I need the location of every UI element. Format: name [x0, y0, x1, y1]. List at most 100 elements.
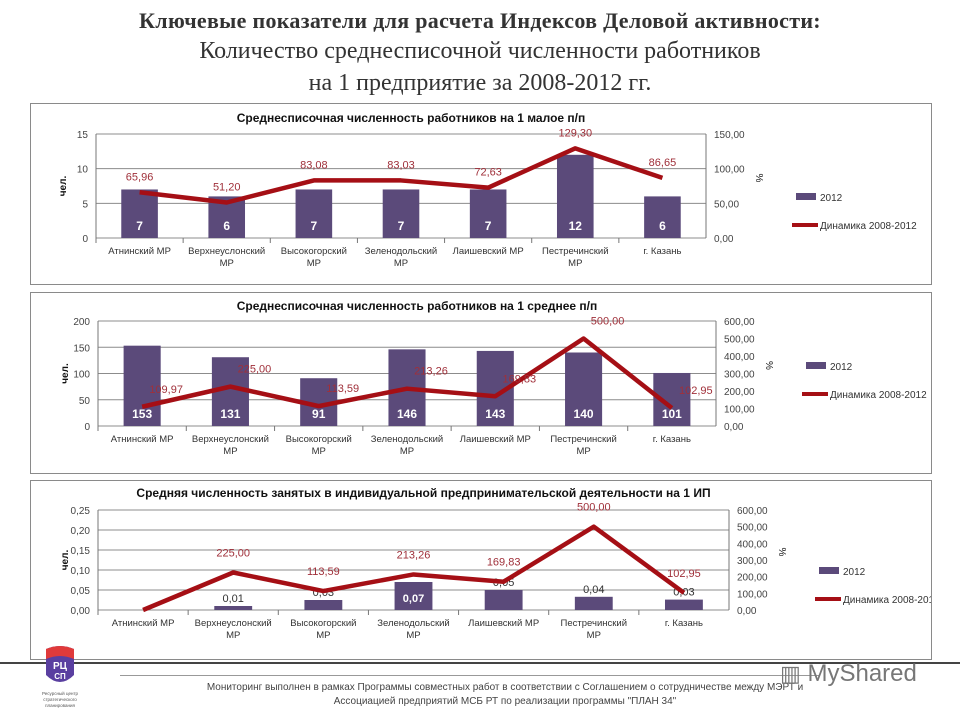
- slide-subtitle-line2: на 1 предприятие за 2008-2012 гг.: [308, 70, 652, 96]
- x-tick-label: Зеленодольский: [371, 434, 443, 445]
- footer-text-line1: Мониторинг выполнен в рамках Программы с…: [206, 682, 804, 693]
- chart-title: Среднесписочная численность работников н…: [237, 299, 598, 313]
- x-tick-label: МР: [587, 630, 601, 641]
- bar: [295, 189, 333, 238]
- x-tick-label: МР: [568, 258, 582, 269]
- y2-tick-label: 100,00: [724, 405, 755, 416]
- x-tick-label: Пестречинский: [542, 246, 609, 257]
- legend-label-dynamics: Динамика 2008-2012: [820, 221, 917, 232]
- x-tick-label: Высокогорский: [290, 618, 356, 629]
- x-tick-label: МР: [316, 630, 330, 641]
- organization-logo: РЦ СП Ресурсный центр стратегического пл…: [38, 645, 82, 715]
- y-axis-label: чел.: [58, 176, 69, 197]
- y-axis-label: чел.: [60, 550, 71, 571]
- chart-title: Среднесписочная численность работников н…: [237, 111, 586, 125]
- y2-tick-label: 50,00: [714, 199, 739, 210]
- footer-rule: [120, 675, 820, 676]
- y2-axis-label: %: [776, 548, 787, 557]
- x-tick-label: Высокогорский: [281, 246, 347, 257]
- svg-text:Ресурсный центр: Ресурсный центр: [42, 690, 79, 696]
- y-tick-label: 0,00: [71, 606, 91, 617]
- y2-tick-label: 400,00: [724, 352, 755, 363]
- x-tick-label: г. Казань: [665, 618, 703, 629]
- line-data-label: 102,95: [667, 568, 701, 580]
- x-tick-label: г. Казань: [653, 434, 691, 445]
- bar-data-label: 12: [569, 219, 583, 233]
- legend-label-2012: 2012: [843, 567, 866, 578]
- y-tick-label: 0,05: [71, 586, 91, 597]
- line-data-label: 83,03: [387, 159, 415, 171]
- x-tick-label: Пестречинский: [550, 434, 617, 445]
- bar-data-label: 0,07: [403, 593, 424, 605]
- y2-tick-label: 0,00: [714, 234, 734, 245]
- line-data-label: 129,30: [558, 127, 592, 139]
- bar-data-label: 146: [397, 407, 417, 421]
- x-tick-label: МР: [223, 446, 237, 457]
- y-axis-label: чел.: [60, 363, 71, 384]
- bar: [382, 189, 420, 238]
- bar: [214, 606, 253, 610]
- bar-data-label: 7: [311, 219, 318, 233]
- trend-line: [142, 524, 686, 613]
- line-data-label: 500,00: [577, 502, 611, 514]
- bar-data-label: 7: [485, 219, 492, 233]
- slide-title: Ключевые показатели для расчета Индексов…: [139, 8, 821, 33]
- chart-icon: ▥: [780, 661, 801, 686]
- x-tick-label: Пестречинский: [561, 618, 628, 629]
- bar-data-label: 0,01: [223, 593, 244, 605]
- trend-line: [141, 336, 674, 410]
- y2-tick-label: 500,00: [737, 523, 768, 534]
- bar: [469, 189, 507, 238]
- x-tick-label: Атнинский МР: [108, 246, 171, 257]
- x-tick-label: МР: [406, 630, 420, 641]
- bar-data-label: 6: [223, 219, 230, 233]
- y-tick-label: 0,15: [71, 546, 91, 557]
- line-data-label: 225,00: [216, 548, 250, 560]
- y2-tick-label: 100,00: [714, 165, 745, 176]
- bar: [565, 352, 603, 426]
- line-data-label: 169,83: [487, 557, 521, 569]
- footer-text-line2: Ассоциацией предприятий МСБ РТ по реализ…: [333, 696, 677, 707]
- x-tick-label: МР: [226, 630, 240, 641]
- legend-label-2012: 2012: [820, 193, 843, 204]
- x-tick-label: Верхнеуслонский: [188, 246, 265, 257]
- chart-medium-enterprise: Среднесписочная численность работников н…: [30, 292, 932, 474]
- watermark: ▥ MyShared: [780, 660, 917, 688]
- x-tick-label: Лаишевский МР: [460, 434, 531, 445]
- x-tick-label: МР: [312, 446, 326, 457]
- x-tick-label: Лаишевский МР: [468, 618, 539, 629]
- svg-text:планирования: планирования: [45, 703, 75, 708]
- bar-data-label: 7: [136, 219, 143, 233]
- watermark-text: MyShared: [807, 660, 917, 687]
- legend-bar-swatch: [806, 362, 826, 369]
- legend-label-2012: 2012: [830, 362, 853, 373]
- y2-tick-label: 400,00: [737, 539, 768, 550]
- line-data-label: 86,65: [649, 157, 677, 169]
- y2-tick-label: 300,00: [724, 370, 755, 381]
- y2-tick-label: 100,00: [737, 589, 768, 600]
- x-tick-label: Атнинский МР: [111, 434, 174, 445]
- line-data-label: 102,95: [679, 385, 713, 397]
- y-tick-label: 0,25: [71, 506, 91, 517]
- y-tick-label: 15: [77, 130, 89, 141]
- y2-tick-label: 600,00: [724, 317, 755, 328]
- y2-tick-label: 200,00: [724, 387, 755, 398]
- x-tick-label: Атнинский МР: [112, 618, 175, 629]
- y-tick-label: 0,10: [71, 566, 91, 577]
- y-tick-label: 150: [73, 343, 90, 354]
- bar-data-label: 6: [659, 219, 666, 233]
- bar-data-label: 143: [485, 407, 505, 421]
- legend-label-dynamics: Динамика 2008-2012: [830, 390, 927, 401]
- chart-title: Средняя численность занятых в индивидуал…: [136, 486, 710, 500]
- bar: [304, 600, 343, 610]
- legend-bar-swatch: [819, 567, 839, 574]
- y-tick-label: 5: [82, 199, 88, 210]
- chart-svg: Средняя численность занятых в индивидуал…: [60, 486, 931, 641]
- x-tick-label: МР: [400, 446, 414, 457]
- line-data-label: 113,59: [326, 383, 359, 395]
- bar: [644, 196, 681, 238]
- chart-individual-entrepreneur: Средняя численность занятых в индивидуал…: [30, 480, 932, 660]
- trend-line: [139, 146, 664, 205]
- bar-data-label: 101: [662, 407, 682, 421]
- y2-tick-label: 500,00: [724, 335, 755, 346]
